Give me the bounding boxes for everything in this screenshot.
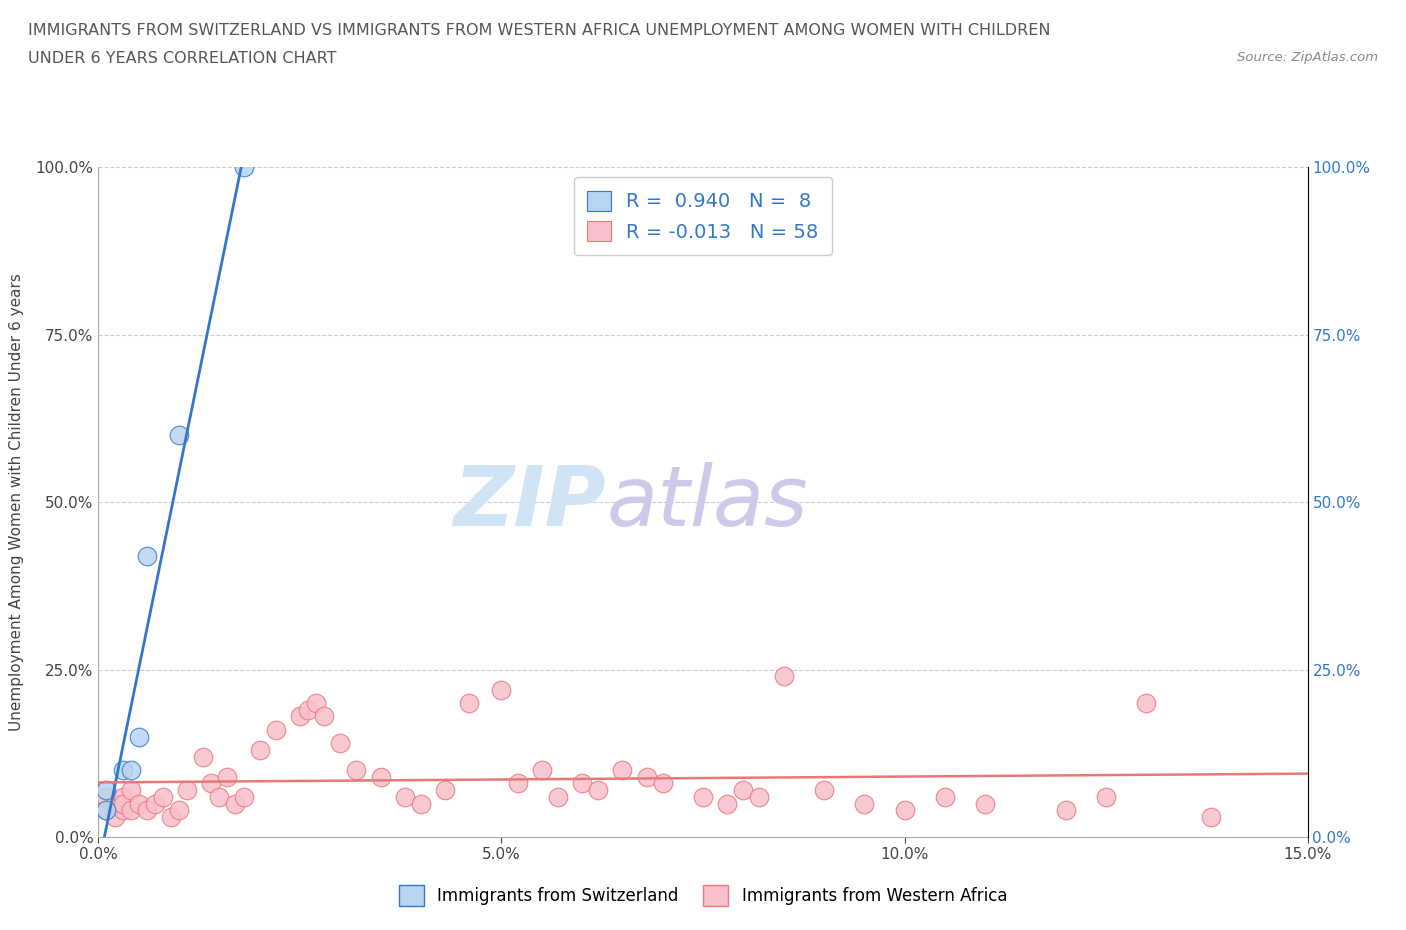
Point (217, 769, 239, 784)
Y-axis label: Unemployment Among Women with Children Under 6 years: Unemployment Among Women with Children U… (10, 273, 24, 731)
Point (458, 696, 481, 711)
Point (370, 769, 392, 784)
Point (103, 809, 125, 824)
Point (612, 763, 634, 777)
Point (96, 790, 118, 804)
Point (176, 783, 198, 798)
Point (586, 783, 609, 798)
Text: atlas: atlas (606, 461, 808, 543)
Point (716, 796, 738, 811)
Point (692, 790, 714, 804)
Point (506, 776, 529, 790)
Point (934, 790, 956, 804)
Point (120, 803, 142, 817)
Point (208, 790, 231, 804)
Point (167, 803, 190, 817)
Point (96, 783, 118, 798)
Point (288, 709, 311, 724)
Text: IMMIGRANTS FROM SWITZERLAND VS IMMIGRANTS FROM WESTERN AFRICA UNEMPLOYMENT AMONG: IMMIGRANTS FROM SWITZERLAND VS IMMIGRANT… (28, 23, 1050, 38)
Point (394, 790, 416, 804)
Point (547, 790, 569, 804)
Point (200, 776, 222, 790)
Text: Source: ZipAtlas.com: Source: ZipAtlas.com (1237, 51, 1378, 64)
Point (305, 696, 328, 711)
Point (96, 803, 118, 817)
Point (111, 803, 134, 817)
Point (314, 709, 336, 724)
Point (103, 796, 125, 811)
Point (772, 669, 794, 684)
Point (813, 783, 835, 798)
Point (111, 763, 134, 777)
Point (160, 809, 183, 824)
Point (530, 763, 553, 777)
Point (111, 790, 134, 804)
Text: ZIP: ZIP (454, 461, 606, 543)
Point (120, 763, 142, 777)
Point (135, 803, 157, 817)
Point (733, 783, 755, 798)
Point (409, 796, 432, 811)
Point (893, 803, 915, 817)
Point (297, 702, 319, 717)
Point (232, 160, 254, 175)
Point (434, 783, 457, 798)
Point (96, 803, 118, 817)
Text: UNDER 6 YEARS CORRELATION CHART: UNDER 6 YEARS CORRELATION CHART (28, 51, 336, 66)
Point (651, 776, 673, 790)
Point (329, 736, 352, 751)
Point (636, 769, 658, 784)
Point (111, 796, 134, 811)
Point (232, 790, 254, 804)
Point (974, 796, 997, 811)
Point (224, 796, 246, 811)
Point (120, 783, 142, 798)
Point (1095, 790, 1118, 804)
Legend: Immigrants from Switzerland, Immigrants from Western Africa: Immigrants from Switzerland, Immigrants … (392, 879, 1014, 912)
Point (491, 683, 513, 698)
Point (128, 796, 150, 811)
Point (249, 742, 271, 757)
Point (748, 790, 770, 804)
Legend: R =  0.940   N =  8, R = -0.013   N = 58: R = 0.940 N = 8, R = -0.013 N = 58 (574, 177, 832, 255)
Point (344, 763, 367, 777)
Point (571, 776, 593, 790)
Point (143, 796, 166, 811)
Point (853, 796, 876, 811)
Point (1199, 809, 1222, 824)
Point (152, 790, 174, 804)
Point (128, 729, 150, 744)
Point (1054, 803, 1077, 817)
Point (193, 750, 215, 764)
Point (167, 428, 190, 443)
Point (1135, 696, 1157, 711)
Point (135, 549, 157, 564)
Point (264, 723, 287, 737)
